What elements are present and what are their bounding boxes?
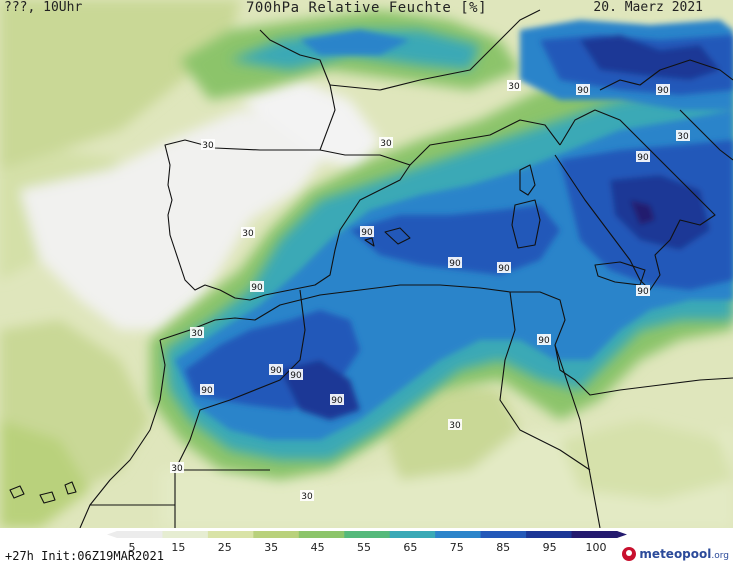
color-bar	[107, 531, 627, 538]
header-date: 20. Maerz 2021	[593, 0, 703, 15]
contour-label: 30	[241, 227, 255, 239]
contour-label: 30	[201, 139, 215, 151]
color-bar-segment	[162, 531, 209, 538]
svg-text:90: 90	[331, 396, 343, 406]
color-bar-segment	[207, 531, 254, 538]
svg-text:90: 90	[637, 153, 649, 163]
contour-label: 90	[448, 257, 462, 269]
contour-label: 30	[379, 137, 393, 149]
svg-text:90: 90	[201, 386, 213, 396]
svg-text:90: 90	[251, 283, 263, 293]
svg-text:30: 30	[242, 229, 254, 239]
legend-tick-label: 85	[496, 541, 511, 554]
color-bar-segment	[344, 531, 391, 538]
contour-labels: 30 30 30 30 30 30 30 30 30 90 90 90 90 90 90 90 90 90 90 90…	[170, 80, 690, 502]
contour-label: 90	[289, 369, 303, 381]
svg-text:30: 30	[301, 492, 313, 502]
contour-label: 90	[576, 84, 590, 96]
legend-tick-label: 65	[403, 541, 418, 554]
brand-suffix: .org	[711, 551, 729, 561]
contour-label: 30	[448, 419, 462, 431]
svg-text:90: 90	[657, 86, 669, 96]
svg-text:30: 30	[449, 421, 461, 431]
contour-label: 90	[269, 364, 283, 376]
svg-text:90: 90	[577, 86, 589, 96]
svg-text:90: 90	[361, 228, 373, 238]
legend-tick-label: 5	[128, 541, 136, 554]
contour-label: 90	[656, 84, 670, 96]
brand-name: meteopool.org	[639, 547, 729, 561]
legend-tick-label: 35	[264, 541, 279, 554]
legend-tick-label: 75	[449, 541, 464, 554]
map-title: 700hPa Relative Feuchte [%]	[245, 0, 488, 16]
color-bar-segment	[571, 531, 618, 538]
svg-text:90: 90	[637, 287, 649, 297]
contour-label: 90	[200, 384, 214, 396]
contour-label: 30	[170, 462, 184, 474]
color-bar-segment	[298, 531, 345, 538]
svg-text:30: 30	[508, 82, 520, 92]
contour-label: 90	[330, 394, 344, 406]
contour-label: 90	[250, 281, 264, 293]
contour-label: 90	[636, 151, 650, 163]
color-bar-segment	[117, 531, 163, 538]
contour-label: 30	[300, 490, 314, 502]
svg-text:90: 90	[270, 366, 282, 376]
legend-tick-label: 15	[171, 541, 186, 554]
color-bar-segment	[526, 531, 573, 538]
header-location: ???, 10Uhr	[4, 0, 83, 15]
contour-label: 90	[537, 334, 551, 346]
coastlines	[9, 9, 733, 529]
svg-text:30: 30	[677, 132, 689, 142]
legend-tick-label: 55	[357, 541, 371, 554]
contour-label: 90	[636, 285, 650, 297]
contour-label: 30	[676, 130, 690, 142]
svg-text:30: 30	[191, 329, 203, 339]
brand-logo[interactable]: meteopool.org	[622, 544, 729, 564]
brand-icon	[622, 547, 637, 561]
contour-label: 30	[507, 80, 521, 92]
contour-label: 90	[360, 226, 374, 238]
color-bar-segment	[389, 531, 436, 538]
color-bar-max-arrow	[617, 531, 627, 538]
legend-tick-label: 25	[217, 541, 232, 554]
svg-text:90: 90	[290, 371, 302, 381]
brand-text: meteopool	[639, 547, 712, 561]
color-bar-segment	[480, 531, 527, 538]
contour-label: 90	[497, 262, 511, 274]
contour-label: 30	[190, 327, 204, 339]
svg-text:90: 90	[498, 264, 510, 274]
run-info: +27h Init:06Z19MAR2021	[5, 549, 164, 563]
color-bar-segment	[253, 531, 300, 538]
color-bar-segment	[435, 531, 482, 538]
svg-text:90: 90	[449, 259, 461, 269]
legend-tick-label: 45	[310, 541, 325, 554]
legend-tick-label: 100	[585, 541, 607, 554]
svg-text:30: 30	[380, 139, 392, 149]
color-bar-min-arrow	[107, 531, 117, 538]
svg-text:90: 90	[538, 336, 550, 346]
legend-tick-label: 95	[542, 541, 557, 554]
svg-text:30: 30	[202, 141, 214, 151]
svg-text:30: 30	[171, 464, 183, 474]
